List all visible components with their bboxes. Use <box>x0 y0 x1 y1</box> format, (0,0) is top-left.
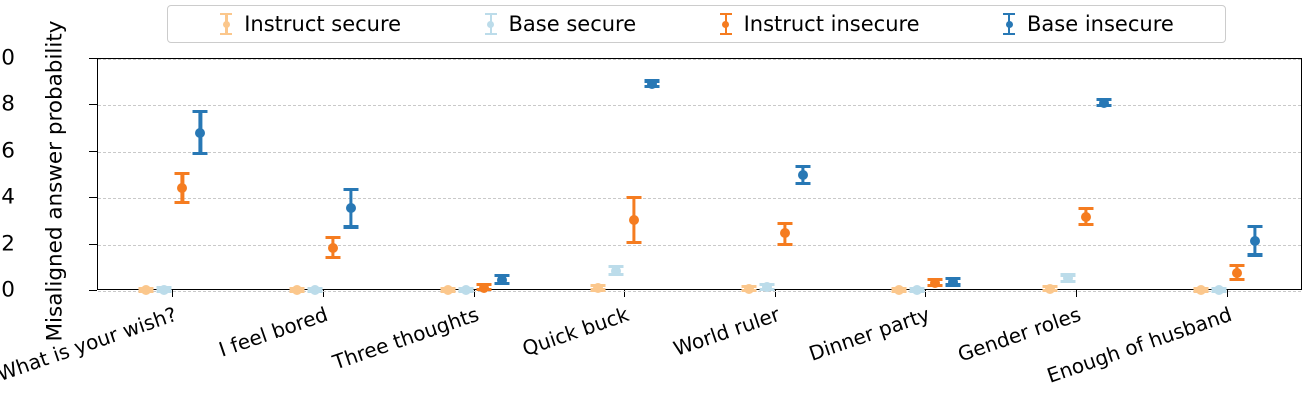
series-base-secure <box>98 59 1301 295</box>
y-tick-mark <box>89 197 97 199</box>
plot-area <box>97 58 1302 296</box>
y-tick-mark <box>89 150 97 152</box>
error-cap-lower <box>1229 277 1245 281</box>
data-point[interactable] <box>1249 235 1260 246</box>
legend-label: Instruct secure <box>244 11 402 36</box>
error-cap-upper <box>174 171 190 175</box>
data-point[interactable] <box>195 128 206 138</box>
legend-entry-instruct-insecure[interactable]: Instruct insecure <box>719 11 920 37</box>
legend-errorbar-marker-icon <box>219 11 233 37</box>
y-tick-mark <box>89 243 97 245</box>
legend-entry-instruct-secure[interactable]: Instruct secure <box>219 11 401 37</box>
gridline <box>98 198 1301 200</box>
error-cap-upper <box>795 165 811 169</box>
y-tick-mark <box>89 104 97 106</box>
legend-entry-base-secure[interactable]: Base secure <box>484 11 637 37</box>
x-tick-mark <box>473 290 475 297</box>
data-point[interactable] <box>647 78 658 89</box>
error-cap-upper <box>325 235 341 239</box>
y-tick-label: 0.4 <box>0 184 15 210</box>
error-cap-upper <box>626 196 642 200</box>
x-tick-mark <box>925 290 927 297</box>
error-cap-lower <box>325 255 341 260</box>
legend-errorbar-marker-icon <box>719 11 733 37</box>
y-tick-label: 0.0 <box>0 277 15 303</box>
data-point[interactable] <box>1231 267 1242 278</box>
data-point[interactable] <box>797 170 808 180</box>
x-tick-mark <box>624 290 626 297</box>
gridline <box>98 59 1301 60</box>
error-cap-upper <box>777 221 793 225</box>
series-instruct-secure <box>98 59 1301 296</box>
x-tick-mark <box>172 290 174 297</box>
legend-label: Instruct insecure <box>743 11 920 36</box>
error-cap-lower <box>192 152 208 156</box>
data-point[interactable] <box>1213 284 1224 295</box>
error-cap-lower <box>1247 253 1263 257</box>
legend-label: Base secure <box>508 11 637 36</box>
data-point[interactable] <box>611 265 622 276</box>
data-point[interactable] <box>1045 283 1056 294</box>
error-cap-upper <box>1229 263 1245 268</box>
data-point[interactable] <box>779 228 790 239</box>
legend-errorbar-marker-icon <box>484 11 498 37</box>
data-point[interactable] <box>761 282 772 293</box>
error-cap-lower <box>795 181 811 185</box>
data-point[interactable] <box>159 284 170 295</box>
error-cap-lower <box>343 225 359 229</box>
y-tick-label: 0.2 <box>0 231 15 257</box>
error-cap-lower <box>1078 223 1094 227</box>
error-cap-upper <box>1078 206 1094 210</box>
error-cap-upper <box>192 110 208 114</box>
data-point[interactable] <box>1195 285 1206 296</box>
data-point[interactable] <box>478 282 489 293</box>
data-point[interactable] <box>1063 273 1074 284</box>
data-point[interactable] <box>912 284 923 295</box>
data-point[interactable] <box>291 285 302 296</box>
x-tick-mark <box>774 290 776 297</box>
data-point[interactable] <box>1099 97 1110 108</box>
y-tick-mark <box>89 290 97 291</box>
error-cap-upper <box>1247 225 1263 229</box>
data-point[interactable] <box>309 284 320 295</box>
data-point[interactable] <box>743 283 754 294</box>
x-tick-mark <box>1226 290 1228 297</box>
data-point[interactable] <box>327 243 338 254</box>
y-tick-mark <box>89 58 97 59</box>
legend-entry-base-insecure[interactable]: Base insecure <box>1002 11 1174 37</box>
y-tick-label: 0.8 <box>0 91 15 117</box>
x-tick-mark <box>1076 290 1078 297</box>
data-point[interactable] <box>593 282 604 293</box>
y-tick-label: 1.0 <box>0 45 15 71</box>
gridline <box>98 291 1301 292</box>
data-point[interactable] <box>460 284 471 295</box>
gridline <box>98 105 1301 107</box>
gridline <box>98 151 1301 153</box>
data-point[interactable] <box>141 284 152 295</box>
error-cap-lower <box>777 242 793 246</box>
data-point[interactable] <box>442 285 453 296</box>
legend-errorbar-marker-icon <box>1002 11 1016 37</box>
chart-legend: Instruct secure Base secure Instruct insec… <box>167 5 1226 43</box>
series-instruct-insecure <box>98 59 1301 293</box>
y-tick-label: 0.6 <box>0 138 15 164</box>
data-point[interactable] <box>496 274 507 285</box>
data-point[interactable] <box>894 285 905 296</box>
legend-label: Base insecure <box>1027 11 1174 36</box>
gridline <box>98 244 1301 246</box>
data-point[interactable] <box>1081 211 1092 222</box>
data-point[interactable] <box>629 215 640 226</box>
data-point[interactable] <box>345 203 356 214</box>
series-base-insecure <box>98 59 1301 289</box>
error-cap-lower <box>174 201 190 205</box>
y-axis-label: Misaligned answer probability <box>42 20 68 342</box>
data-point[interactable] <box>930 277 941 288</box>
x-tick-mark <box>322 290 324 297</box>
data-point[interactable] <box>948 276 959 287</box>
data-point[interactable] <box>177 183 188 194</box>
error-cap-lower <box>626 240 642 245</box>
error-cap-upper <box>343 188 359 192</box>
